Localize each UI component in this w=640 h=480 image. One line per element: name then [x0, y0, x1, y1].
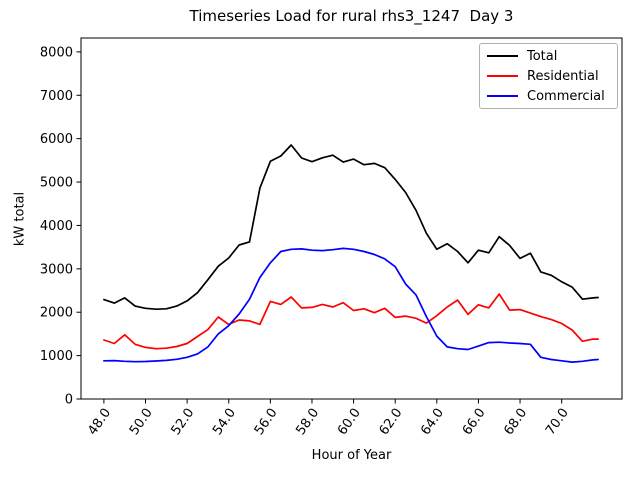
chart-title: Timeseries Load for rural rhs3_1247 Day … [189, 7, 514, 25]
y-tick-label: 0 [65, 393, 73, 408]
legend-line-sample-icon [487, 95, 518, 97]
x-tick-label: 56.0 [252, 406, 281, 438]
y-tick-label: 1000 [40, 349, 73, 364]
y-tick-label: 6000 [40, 132, 73, 147]
x-tick-label: 62.0 [377, 406, 406, 438]
x-tick-label: 54.0 [210, 406, 239, 438]
legend-line-sample-icon [487, 75, 518, 77]
x-tick-label: 64.0 [418, 406, 447, 438]
y-tick-label: 8000 [40, 45, 73, 60]
legend-label: Commercial [527, 88, 605, 104]
axes-frame [80, 37, 623, 400]
x-tick-label: 48.0 [85, 406, 114, 438]
x-tick-label: 70.0 [543, 406, 572, 438]
legend-entry-total: Total [480, 46, 617, 66]
y-tick-label: 3000 [40, 262, 73, 277]
y-tick-label: 7000 [40, 89, 73, 104]
x-tick-label: 68.0 [501, 406, 530, 438]
y-axis-label: kW total [12, 191, 28, 247]
series-line-residential [103, 293, 599, 350]
x-tick-label: 50.0 [127, 406, 156, 438]
legend-label: Residential [527, 68, 599, 84]
x-tick-label: 60.0 [335, 406, 364, 438]
legend-line-sample-icon [487, 55, 518, 57]
legend-entry-commercial: Commercial [480, 86, 617, 106]
legend: Total Residential Commercial [479, 43, 618, 109]
y-tick-label: 5000 [40, 176, 73, 191]
x-tick-label: 52.0 [169, 406, 198, 438]
legend-label: Total [527, 48, 558, 64]
y-tick-label: 4000 [40, 219, 73, 234]
y-tick-label: 2000 [40, 306, 73, 321]
series-line-commercial [103, 247, 599, 363]
x-tick-label: 66.0 [460, 406, 489, 438]
x-tick-label: 58.0 [293, 406, 322, 438]
legend-entry-residential: Residential [480, 66, 617, 86]
x-axis-label: Hour of Year [311, 448, 392, 463]
series-line-total [103, 144, 599, 311]
